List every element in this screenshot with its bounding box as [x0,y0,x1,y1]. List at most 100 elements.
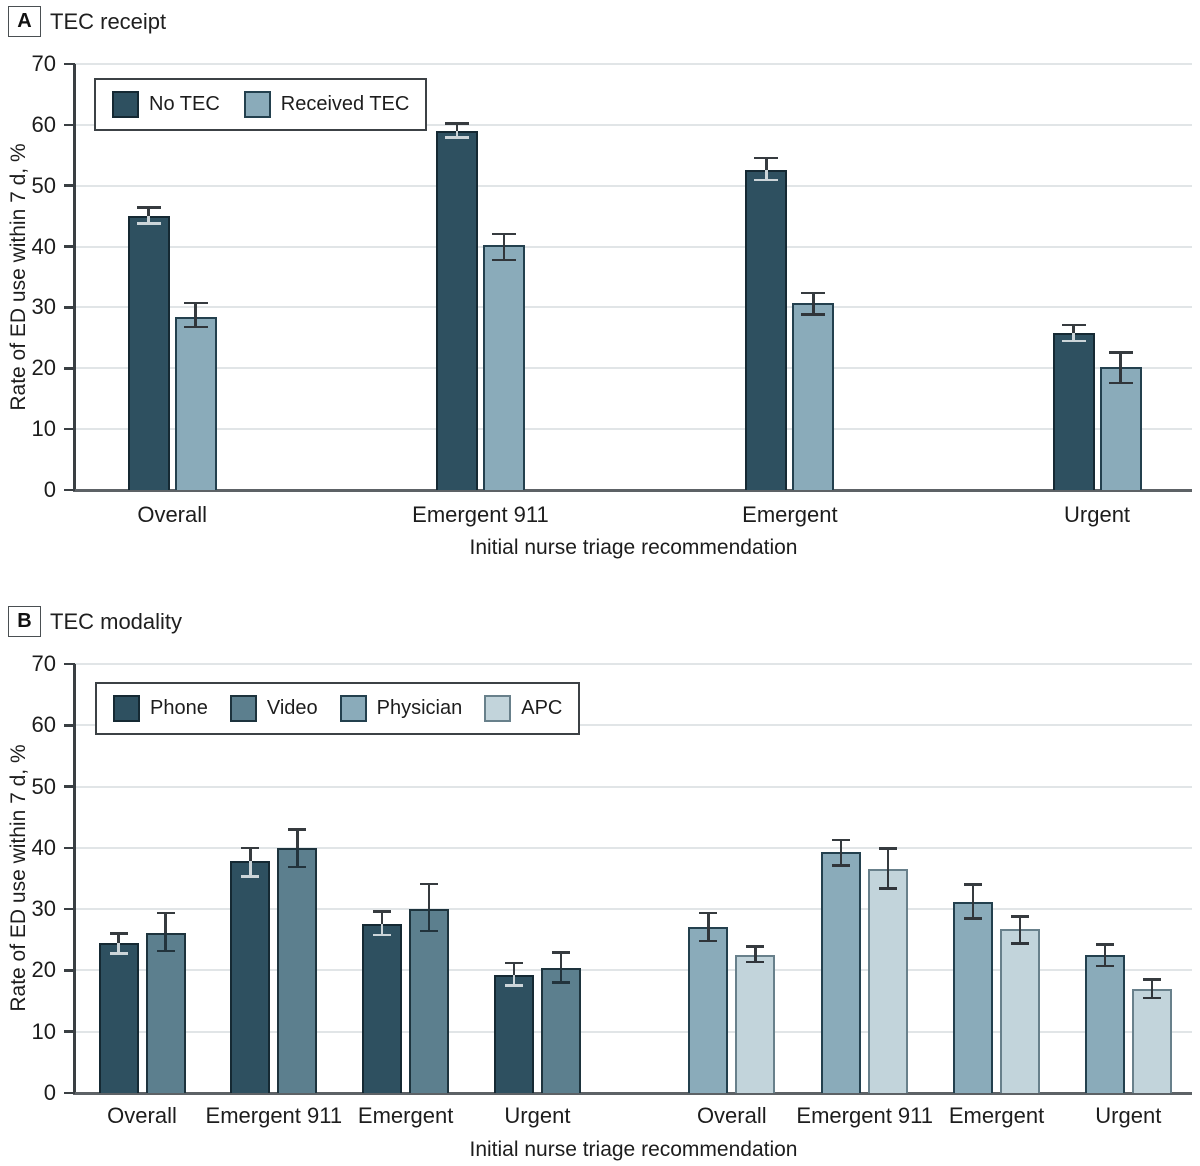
legend-label-phone: Phone [150,697,208,719]
bar-group-emergent-2: Emergent [358,664,453,1128]
error-bar-lower-segment [512,974,516,987]
bar-group-overall-0: Overall [98,664,186,1128]
y-tick-label-40: 40 [31,834,56,860]
y-tick-label-60: 60 [31,111,56,137]
bar-received-tec-overall [174,316,217,490]
error-bar-bottom-cap [551,981,570,984]
error-bar-top-cap [754,156,779,160]
error-bar-bottom-cap [444,136,469,139]
error-bar-bottom-cap [754,178,779,182]
error-bar-lower-segment [1150,988,1154,1000]
bar-received-tec-emergent-911 [482,245,525,490]
error-bar-lower-segment [296,847,299,869]
x-category-label-emergent-2: Emergent [742,502,838,527]
x-category-label-emergent-911-1: Emergent 911 [412,502,549,527]
y-tick-label-0: 0 [43,477,56,502]
error-bar-bottom-cap [746,960,765,964]
bar-no-tec-overall [127,216,170,490]
legend-label-apc: APC [521,697,563,719]
error-bar-lower-segment [559,968,563,984]
legend-swatch-apc [484,695,512,722]
error-bar-top-cap [832,838,851,842]
error-bar-bottom-cap [288,865,307,869]
error-bar-bottom-cap [156,949,175,953]
error-bar-bottom-cap [420,929,439,933]
error-bar-lower-segment [455,130,459,139]
error-bar-top-cap [699,911,718,915]
x-category-label-emergent-2: Emergent [357,1103,454,1128]
error-bar-no-tec-urgent [1061,323,1086,343]
bar-no-tec-urgent [1052,333,1095,490]
panel-b-legend: Phone Video Physician APC [95,682,581,735]
error-bar-upper-segment [502,232,506,246]
gridline-30 [75,306,1192,309]
error-bar-top-cap [1095,943,1114,946]
error-bar-phone-urgent [504,961,523,987]
y-tick-label-0: 0 [43,1080,56,1105]
bar-physician-urgent [1084,955,1125,1093]
x-axis-line [73,1092,1192,1095]
panel-a-legend: No TEC Received TEC [94,78,428,131]
bar-group-emergent-2: Emergent [742,64,838,527]
error-bar-phone-emergent-911 [241,846,260,878]
bar-apc-emergent-911 [868,868,909,1093]
error-bar-upper-segment [1119,351,1122,368]
error-bar-bottom-cap [491,258,516,262]
error-bar-upper-segment [164,911,167,934]
x-category-label-urgent-3: Urgent [1064,502,1131,527]
bar-received-tec-urgent [1099,367,1142,490]
error-bar-upper-segment [249,846,252,862]
error-bar-bottom-cap [183,325,208,329]
gridline-10 [75,428,1192,431]
legend-swatch-physician [339,695,367,722]
error-bar-upper-segment [886,847,890,869]
gridline-50 [75,785,1192,788]
error-bar-lower-segment [1119,367,1122,385]
error-bar-apc-urgent [1142,978,1161,1000]
bar-received-tec-emergent [792,303,835,490]
y-tick-50 [64,184,75,187]
error-bar-received-tec-emergent-911 [491,232,516,262]
error-bar-lower-segment [249,861,252,878]
error-bar-bottom-cap [136,222,161,225]
panel-a-plot: 0 10 20 30 40 50 60 70 Overall Emergent 911 Emerge… [32,51,1192,527]
panel-b-plot: 0 10 20 30 40 50 60 70 Overall Emergent 911 Emerge… [32,651,1192,1128]
error-bar-lower-segment [427,908,431,933]
panel-a-x-axis-label: Initial nurse triage recommendation [469,536,798,559]
error-bar-no-tec-emergent [754,156,779,182]
error-bar-upper-segment [1072,323,1075,333]
y-axis-line [73,64,76,490]
error-bar-phone-emergent [373,910,392,937]
bar-group-emergent-911-1: Emergent 911 [412,64,549,527]
gridline-20 [75,367,1192,370]
error-bar-no-tec-overall [136,206,161,225]
y-axis-line [73,664,76,1093]
error-bar-video-urgent [551,951,570,984]
legend-label-no-tec: No TEC [149,93,220,115]
bar-phone-urgent [493,974,534,1093]
error-bar-bottom-cap [964,917,983,920]
error-bar-bottom-cap [1011,942,1030,945]
y-tick-60 [64,724,75,727]
error-bar-bottom-cap [241,875,260,878]
legend-label-received-tec: Received TEC [280,93,410,115]
error-bar-lower-segment [812,303,815,316]
error-bar-phone-overall [109,932,128,955]
error-bar-upper-segment [147,206,150,217]
gridline-30 [75,908,1192,911]
error-bar-top-cap [1011,915,1030,918]
bar-physician-emergent-911 [821,851,862,1093]
bar-video-overall [145,933,186,1093]
error-bar-lower-segment [1103,955,1107,968]
x-axis-line [73,489,1192,492]
bar-no-tec-emergent-911 [435,130,478,490]
y-tick-label-70: 70 [31,651,56,676]
bar-video-urgent [540,967,581,1093]
y-tick-label-40: 40 [31,233,56,259]
panel-b-x-axis-label: Initial nurse triage recommendation [469,1138,798,1161]
error-bar-bottom-cap [832,864,851,867]
error-bar-received-tec-emergent [801,291,826,316]
legend-swatch-received-tec [243,91,271,118]
bar-group-overall-0: Overall [127,64,217,527]
